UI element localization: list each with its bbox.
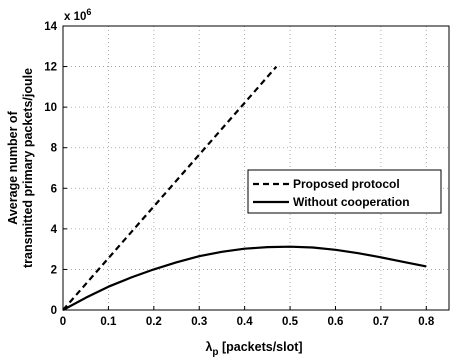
y-tick-label: 4 [51, 224, 58, 236]
x-tick-label: 0.8 [418, 316, 435, 328]
x-axis-ticks: 0 0.1 0.2 0.3 0.4 0.5 0.6 0.7 0.8 [60, 306, 435, 328]
y-tick-label: 8 [51, 143, 58, 155]
x-tick-label: 0.4 [237, 316, 254, 328]
y-axis-label-line1: Average number of [6, 110, 20, 224]
series-line-proposed-protocol [62, 65, 278, 311]
legend-label-without: Without cooperation [293, 195, 410, 209]
x-axis-label: λp [packets/slot] [205, 340, 302, 358]
series-line-without-cooperation [62, 245, 427, 311]
y-tick-label: 2 [51, 264, 57, 276]
x-tick-label: 0.7 [373, 316, 389, 328]
x-tick-label: 0.2 [146, 316, 162, 328]
y-tick-label: 0 [51, 305, 57, 317]
y-tick-label: 12 [44, 62, 57, 74]
x-tick-label: 0 [60, 316, 66, 328]
y-tick-label: 10 [44, 102, 57, 114]
y-multiplier-exponent: 6 [86, 7, 91, 17]
x-tick-label: 0.5 [282, 316, 299, 328]
x-tick-label: 0.6 [327, 316, 343, 328]
series-lines [62, 65, 427, 311]
legend-label-proposed: Proposed protocol [293, 177, 400, 191]
x-tick-label: 0.1 [100, 316, 117, 328]
legend: Proposed protocol Without cooperation [247, 169, 442, 214]
y-tick-label: 6 [51, 183, 57, 195]
y-axis-label: Average number of transmitted primary pa… [6, 68, 35, 268]
legend-box [247, 169, 442, 214]
plot-frame [62, 25, 450, 311]
grid [63, 26, 449, 310]
y-axis-label-line2: transmitted primary packets/joule [21, 68, 35, 268]
y-multiplier: x 106 [64, 7, 91, 23]
y-tick-label: 14 [44, 21, 57, 33]
x-tick-label: 0.3 [191, 316, 207, 328]
y-axis-ticks: 0 2 4 6 8 10 12 14 [44, 21, 67, 317]
